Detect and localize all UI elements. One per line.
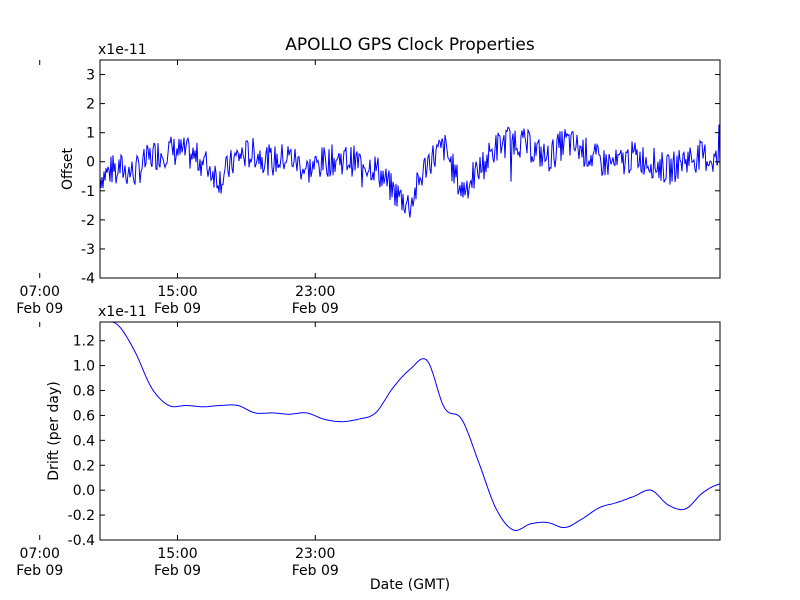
offset-x-tick-time: 15:00 (157, 284, 197, 300)
drift-x-tick-date: Feb 09 (292, 563, 339, 579)
offset-x-tick-date: Feb 09 (154, 301, 201, 317)
drift-y-ticks: -0.4 -0.2 0.0 0.2 0.4 0.6 0.8 1.0 1.2 (68, 334, 720, 549)
drift-x-axis-label: Date (GMT) (370, 577, 450, 593)
drift-y-tick-label: 1.0 (73, 359, 95, 375)
drift-y-scale-label: x1e-11 (98, 304, 147, 320)
offset-x-tick-date: Feb 09 (292, 301, 339, 317)
drift-y-tick-label: -0.2 (68, 508, 95, 524)
drift-x-tick-time: 15:00 (157, 546, 197, 562)
offset-y-tick-label: -1 (81, 184, 95, 200)
offset-series-line (99, 124, 721, 218)
offset-y-tick-label: -3 (81, 242, 95, 258)
offset-y-scale-label: x1e-11 (98, 42, 147, 58)
drift-y-tick-label: -0.4 (68, 533, 95, 549)
drift-y-tick-label: 0.8 (73, 384, 95, 400)
drift-y-axis-label: Drift (per day) (46, 381, 62, 480)
offset-y-tick-label: 1 (86, 126, 95, 142)
drift-axes-frame (99, 321, 721, 541)
offset-x-tick-time: 23:00 (295, 284, 335, 300)
drift-y-tick-label: 0.4 (73, 433, 95, 449)
drift-plot-area (100, 322, 720, 540)
offset-x-tick-time: 07:00 (20, 284, 60, 300)
offset-y-tick-label: -2 (81, 213, 95, 229)
offset-y-axis-label: Offset (60, 147, 76, 190)
drift-x-tick-date: Feb 09 (16, 563, 63, 579)
offset-y-tick-label: 0 (86, 155, 95, 171)
drift-y-tick-label: 0.0 (73, 483, 95, 499)
drift-x-tick-time: 23:00 (295, 546, 335, 562)
drift-y-tick-label: 0.6 (73, 408, 95, 424)
drift-x-tick-time: 07:00 (20, 546, 60, 562)
offset-y-ticks: -4 -3 -2 -1 0 1 2 3 (81, 68, 720, 287)
drift-series-line (100, 321, 721, 532)
offset-axes-frame (99, 59, 721, 279)
offset-y-tick-label: 2 (86, 97, 95, 113)
drift-y-tick-label: 0.2 (73, 458, 95, 474)
offset-plot-area (100, 60, 720, 278)
offset-y-tick-label: -4 (81, 271, 95, 287)
offset-x-tick-date: Feb 09 (16, 301, 63, 317)
chart-title: APOLLO GPS Clock Properties (285, 35, 535, 55)
offset-y-tick-label: 3 (86, 68, 95, 84)
drift-y-tick-label: 1.2 (73, 334, 95, 350)
drift-x-tick-date: Feb 09 (154, 563, 201, 579)
